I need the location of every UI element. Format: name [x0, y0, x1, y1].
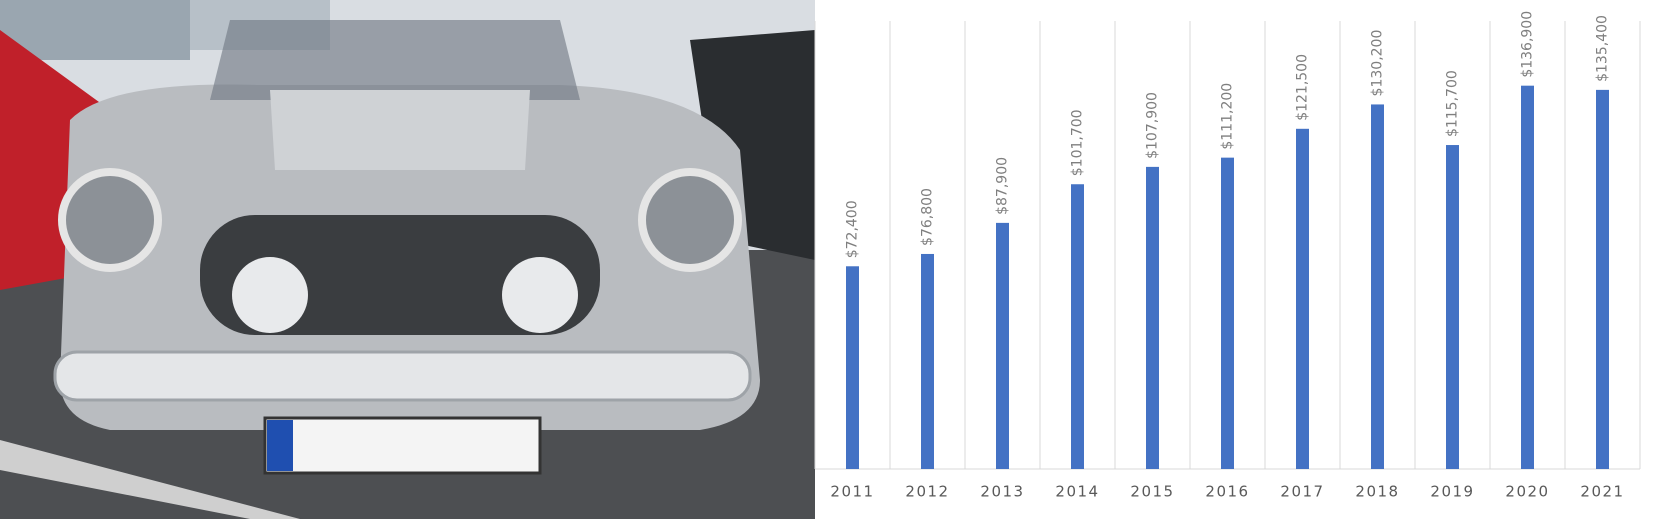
bar — [846, 266, 859, 469]
photo-hood — [270, 90, 530, 170]
x-tick-label: 2020 — [1505, 483, 1549, 501]
bar — [1596, 89, 1609, 469]
x-tick-label: 2011 — [830, 483, 874, 501]
data-label: $87,900 — [995, 157, 1011, 215]
data-label: $135,400 — [1595, 15, 1611, 82]
data-label: $107,900 — [1145, 92, 1161, 159]
bar — [1371, 104, 1384, 469]
bar — [921, 253, 934, 469]
data-label: $130,200 — [1370, 30, 1386, 97]
bar — [1146, 166, 1159, 469]
x-tick-label: 2013 — [980, 483, 1024, 501]
data-label: $115,700 — [1445, 70, 1461, 137]
photo-foglight — [232, 257, 308, 333]
photo — [0, 0, 815, 519]
photo-buildings — [0, 0, 190, 60]
x-tick-label: 2015 — [1130, 483, 1174, 501]
x-tick-label: 2016 — [1205, 483, 1249, 501]
photo-plate — [263, 416, 542, 475]
data-label: $136,900 — [1520, 11, 1536, 78]
bar — [1071, 184, 1084, 470]
chart: 2011 $72,400 2012 $76,800 2013 $87,900 2014 $10… — [814, 11, 1641, 501]
bar — [1521, 85, 1534, 470]
bar — [1296, 128, 1309, 470]
photo-windshield — [210, 20, 580, 100]
data-label: $72,400 — [845, 200, 861, 258]
bar — [996, 222, 1009, 469]
data-label: $101,700 — [1070, 109, 1086, 176]
photo-foglight — [502, 257, 578, 333]
bar — [1446, 145, 1459, 470]
photo-bumper — [53, 350, 752, 402]
x-tick-label: 2018 — [1355, 483, 1399, 501]
x-tick-label: 2012 — [905, 483, 949, 501]
x-tick-label: 2021 — [1580, 483, 1624, 501]
data-label: $111,200 — [1220, 83, 1236, 150]
x-tick-label: 2019 — [1430, 483, 1474, 501]
photo-headlight — [58, 168, 162, 272]
data-label: $121,500 — [1295, 54, 1311, 121]
data-label: $76,800 — [920, 188, 936, 246]
photo-headlight — [638, 168, 742, 272]
x-tick-label: 2014 — [1055, 483, 1099, 501]
photo-road-marking — [0, 440, 300, 519]
photo-plate-eu — [267, 420, 293, 471]
bar — [1221, 157, 1234, 469]
x-tick-label: 2017 — [1280, 483, 1324, 501]
